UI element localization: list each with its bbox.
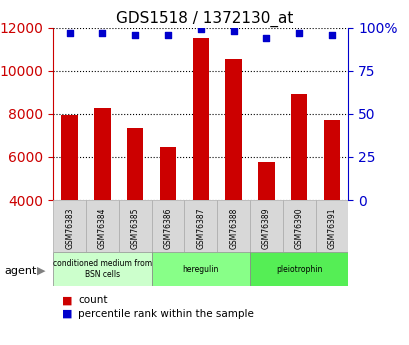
FancyBboxPatch shape bbox=[249, 252, 348, 286]
FancyBboxPatch shape bbox=[315, 200, 348, 252]
Bar bbox=[127, 128, 143, 200]
FancyBboxPatch shape bbox=[282, 200, 315, 252]
FancyBboxPatch shape bbox=[249, 200, 282, 252]
FancyBboxPatch shape bbox=[217, 200, 249, 252]
Point bbox=[328, 32, 335, 37]
Point bbox=[132, 32, 138, 37]
Bar bbox=[94, 108, 110, 200]
Bar bbox=[61, 115, 78, 200]
Point bbox=[164, 32, 171, 37]
Text: GSM76387: GSM76387 bbox=[196, 208, 205, 249]
Text: GSM76389: GSM76389 bbox=[261, 208, 270, 249]
Bar bbox=[160, 147, 176, 200]
Bar bbox=[290, 95, 307, 200]
Point bbox=[99, 30, 106, 36]
Text: pleiotrophin: pleiotrophin bbox=[275, 265, 322, 274]
Text: GSM76390: GSM76390 bbox=[294, 208, 303, 249]
FancyBboxPatch shape bbox=[86, 200, 119, 252]
Text: GSM76388: GSM76388 bbox=[229, 208, 238, 249]
Text: GSM76383: GSM76383 bbox=[65, 208, 74, 249]
Bar bbox=[225, 59, 241, 200]
Text: ■: ■ bbox=[61, 295, 72, 305]
FancyBboxPatch shape bbox=[119, 200, 151, 252]
FancyBboxPatch shape bbox=[53, 200, 86, 252]
FancyBboxPatch shape bbox=[53, 252, 151, 286]
Point bbox=[197, 27, 204, 32]
Text: ■: ■ bbox=[61, 309, 72, 319]
Text: GSM76384: GSM76384 bbox=[98, 208, 107, 249]
Point bbox=[263, 35, 269, 41]
Bar bbox=[192, 38, 209, 200]
Text: GSM76391: GSM76391 bbox=[327, 208, 336, 249]
Text: heregulin: heregulin bbox=[182, 265, 218, 274]
Text: ▶: ▶ bbox=[37, 266, 45, 276]
FancyBboxPatch shape bbox=[151, 252, 249, 286]
Point bbox=[66, 30, 73, 36]
FancyBboxPatch shape bbox=[184, 200, 217, 252]
Text: GDS1518 / 1372130_at: GDS1518 / 1372130_at bbox=[116, 10, 293, 27]
Bar bbox=[258, 162, 274, 200]
Text: GSM76386: GSM76386 bbox=[163, 208, 172, 249]
Point bbox=[295, 30, 302, 36]
Point bbox=[230, 28, 236, 34]
Text: count: count bbox=[78, 295, 107, 305]
Bar bbox=[323, 120, 339, 200]
Text: conditioned medium from
BSN cells: conditioned medium from BSN cells bbox=[53, 259, 152, 279]
Text: percentile rank within the sample: percentile rank within the sample bbox=[78, 309, 253, 319]
Text: agent: agent bbox=[4, 266, 36, 276]
FancyBboxPatch shape bbox=[151, 200, 184, 252]
Text: GSM76385: GSM76385 bbox=[130, 208, 139, 249]
